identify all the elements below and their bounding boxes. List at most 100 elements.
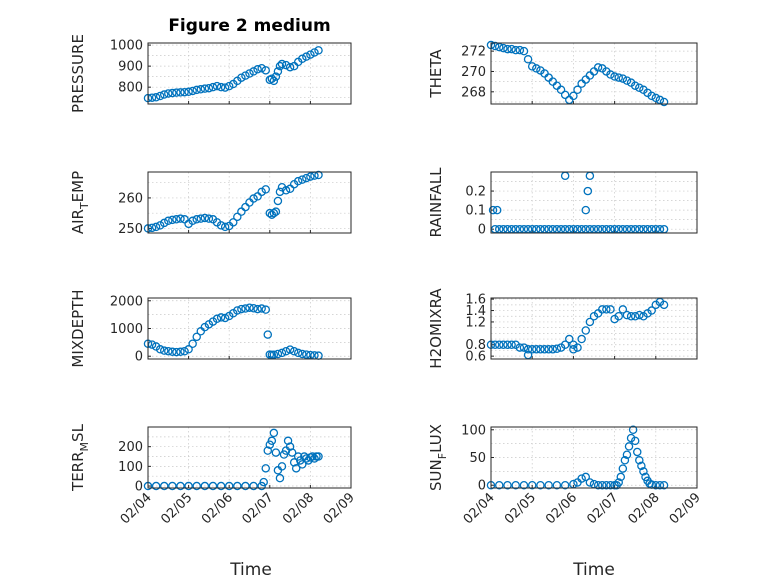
data-point — [655, 480, 665, 490]
data-point — [155, 91, 165, 101]
y-tick-label: 0.1 — [465, 204, 486, 219]
data-point — [184, 345, 193, 354]
data-point — [532, 345, 541, 354]
data-point — [310, 454, 319, 463]
x-tick-label: 02/07 — [584, 490, 621, 527]
data-point — [277, 59, 287, 69]
data-point — [285, 62, 295, 72]
data-point — [192, 215, 201, 224]
data-point — [628, 425, 638, 435]
subplot-2: 268 270 272 THETA — [427, 40, 698, 107]
data-point — [581, 205, 591, 215]
x-tick-label: 02/05 — [158, 490, 195, 527]
y-tick-label: 1.2 — [465, 315, 486, 330]
plot-frame — [147, 171, 352, 234]
data-point — [585, 478, 595, 487]
data-point — [168, 481, 177, 491]
subplot-7: 0 100 200 TERRMSL 02/04 02/05 02/06 02/07 02/08 0… — [69, 423, 358, 527]
data-point — [630, 81, 640, 90]
data-point — [552, 480, 562, 490]
data-point — [298, 460, 307, 469]
data-point — [293, 348, 303, 358]
data-point — [532, 64, 541, 73]
data-point — [602, 480, 611, 490]
x-tick-label: 02/06 — [543, 490, 580, 527]
data-point — [184, 481, 193, 491]
data-point — [581, 472, 591, 482]
y-tick-label: 800 — [118, 81, 143, 96]
data-point — [241, 481, 250, 491]
x-tick-label: 02/09 — [667, 490, 704, 527]
y-axis-label: MIXDEPTH — [69, 289, 87, 367]
data-point — [610, 72, 619, 81]
data-point — [237, 304, 246, 314]
data-point — [188, 339, 197, 348]
data-point — [527, 480, 537, 490]
data-point — [511, 480, 520, 490]
data-point — [269, 208, 279, 218]
data-point — [151, 481, 161, 491]
data-point — [573, 85, 582, 95]
data-point — [618, 305, 628, 314]
subplot-6: 0.60.8 1.21.41.6 H2OMIXRA — [427, 288, 698, 369]
data-point — [523, 55, 533, 64]
data-point — [637, 461, 646, 471]
data-point — [499, 43, 508, 53]
data-point — [277, 348, 287, 358]
subplot-8: 0 50 100 SUNFLUX 02/04 02/05 02/06 02/07 02/08 02… — [427, 423, 704, 527]
data-point — [172, 215, 181, 224]
data-point — [556, 85, 566, 95]
data-point — [593, 480, 603, 490]
data-point — [647, 306, 656, 315]
data-point — [289, 346, 299, 356]
data-point — [176, 347, 185, 357]
data-point — [527, 62, 537, 71]
subplot-5: 0 1000 2000 MIXDEPTH — [69, 289, 352, 368]
data-point — [241, 304, 250, 313]
data-point — [536, 480, 545, 490]
data-point — [659, 480, 669, 490]
data-point — [314, 170, 323, 180]
data-point — [536, 345, 545, 354]
data-point — [606, 480, 615, 490]
data-point — [651, 93, 661, 103]
data-point — [499, 340, 508, 349]
data-point — [176, 481, 185, 491]
x-tick-label: 02/04 — [118, 490, 155, 527]
y-tick-label: 1.6 — [465, 293, 486, 308]
data-point — [208, 82, 218, 92]
data-point — [507, 44, 516, 54]
data-point — [635, 83, 644, 92]
data-point — [224, 81, 234, 91]
plot-frame — [147, 426, 352, 489]
data-point — [233, 306, 242, 315]
data-point — [261, 185, 270, 194]
data-point — [306, 50, 315, 59]
data-point — [271, 448, 281, 457]
plot-area — [490, 171, 698, 234]
data-point — [188, 86, 197, 96]
y-axis-label: THETA — [427, 49, 445, 99]
data-point — [237, 73, 246, 82]
data-point — [216, 481, 226, 491]
data-point — [519, 480, 529, 490]
data-point — [523, 345, 533, 354]
subplot-4: 0 0.1 0.2 RAINFALL — [427, 167, 698, 238]
data-point — [618, 464, 628, 473]
data-point — [614, 478, 623, 487]
data-point — [622, 450, 632, 459]
data-point — [285, 442, 295, 451]
data-point — [544, 480, 553, 490]
data-point — [639, 467, 648, 476]
data-point — [253, 65, 262, 74]
y-axis-label: TERRMSL — [69, 423, 91, 492]
data-point — [569, 345, 578, 354]
x-axis-label-left: Time — [229, 560, 272, 580]
data-point — [302, 173, 311, 183]
data-point — [622, 310, 632, 320]
y-tick-label: 268 — [461, 85, 486, 100]
data-point — [200, 84, 210, 93]
data-point — [503, 480, 512, 490]
data-point — [614, 73, 623, 82]
y-axis-label: H2OMIXRA — [427, 288, 445, 369]
